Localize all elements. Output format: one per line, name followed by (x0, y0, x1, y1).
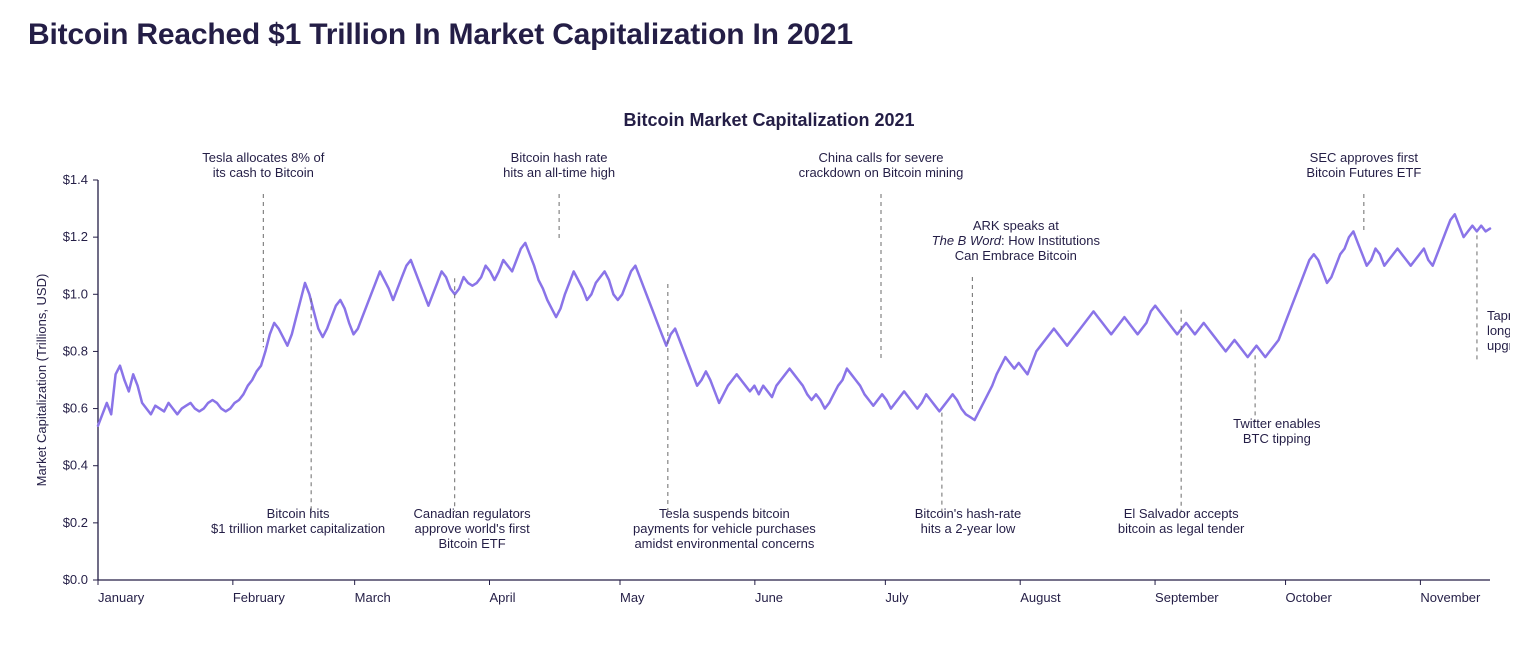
x-tick-label: February (233, 590, 286, 605)
page-title: Bitcoin Reached $1 Trillion In Market Ca… (28, 18, 853, 52)
y-tick-label: $0.8 (63, 343, 88, 358)
annotation: Bitcoin's hash-ratehits a 2-year low (915, 506, 1022, 536)
y-tick-label: $1.2 (63, 229, 88, 244)
annotation-text: Bitcoin's hash-rate (915, 506, 1022, 521)
annotation-text: amidst environmental concerns (634, 536, 814, 551)
market-cap-line (98, 214, 1490, 425)
annotation-text: SEC approves first (1310, 150, 1419, 165)
annotation-text: upgrade, activates (1487, 338, 1510, 353)
annotation: El Salvador acceptsbitcoin as legal tend… (1118, 506, 1245, 536)
annotation-text: long-anticipated (1487, 323, 1510, 338)
annotation-text: Taproot, Bitcoin's (1487, 308, 1510, 323)
annotation: Tesla suspends bitcoinpayments for vehic… (633, 506, 816, 551)
x-tick-label: April (490, 590, 516, 605)
annotation-text: hits an all-time high (503, 165, 615, 180)
line-chart: $0.0 $0.2 $0.4 $0.6 $0.8 $1.0 $1.2 $1.4 January F… (28, 150, 1510, 630)
annotation-text: Tesla suspends bitcoin (659, 506, 790, 521)
annotation-text: bitcoin as legal tender (1118, 521, 1245, 536)
x-tick-label: October (1286, 590, 1333, 605)
annotation: SEC approves firstBitcoin Futures ETF (1306, 150, 1421, 180)
y-tick-label: $0.2 (63, 515, 88, 530)
x-tick-label: March (355, 590, 391, 605)
annotation: Bitcoin hash ratehits an all-time high (503, 150, 615, 180)
annotation-text: Bitcoin Futures ETF (1306, 165, 1421, 180)
annotation-text: El Salvador accepts (1124, 506, 1239, 521)
annotation-text: Twitter enables (1233, 416, 1321, 431)
annotation-text: $1 trillion market capitalization (211, 521, 385, 536)
annotation-text: Can Embrace Bitcoin (955, 248, 1077, 263)
annotation-text: BTC tipping (1243, 431, 1311, 446)
annotation: Canadian regulatorsapprove world's first… (414, 506, 532, 551)
y-axis-label: Market Capitalization (Trillions, USD) (34, 274, 49, 487)
annotation-text: its cash to Bitcoin (213, 165, 314, 180)
annotation-text: ARK speaks at (973, 218, 1059, 233)
x-tick-label: July (885, 590, 909, 605)
chart-container: $0.0 $0.2 $0.4 $0.6 $0.8 $1.0 $1.2 $1.4 January F… (28, 150, 1510, 630)
annotation: Tesla allocates 8% ofits cash to Bitcoin (202, 150, 325, 180)
annotation-text: The B Word: How Institutions (932, 233, 1101, 248)
x-tick-label: May (620, 590, 645, 605)
x-tick-label: November (1420, 590, 1481, 605)
annotation-text: Canadian regulators (414, 506, 532, 521)
annotation-text: Bitcoin ETF (439, 536, 506, 551)
y-tick-label: $0.4 (63, 458, 88, 473)
annotation-text: payments for vehicle purchases (633, 521, 816, 536)
annotation-text: Bitcoin hits (267, 506, 330, 521)
annotation: Bitcoin hits$1 trillion market capitaliz… (211, 506, 385, 536)
annotation-text: hits a 2-year low (921, 521, 1016, 536)
x-tick-label: August (1020, 590, 1061, 605)
y-tick-label: $0.0 (63, 572, 88, 587)
x-tick-label: September (1155, 590, 1219, 605)
annotation: Twitter enablesBTC tipping (1233, 416, 1321, 446)
annotation-text: China calls for severe (819, 150, 944, 165)
annotation: ARK speaks atThe B Word: How Institution… (932, 218, 1101, 263)
annotation: Taproot, Bitcoin'slong-anticipatedupgrad… (1487, 308, 1510, 353)
y-tick-label: $0.6 (63, 401, 88, 416)
chart-title: Bitcoin Market Capitalization 2021 (0, 110, 1538, 131)
x-tick-label: June (755, 590, 783, 605)
annotation-text: Bitcoin hash rate (511, 150, 608, 165)
x-tick-label: January (98, 590, 145, 605)
y-tick-label: $1.4 (63, 172, 88, 187)
annotation: China calls for severecrackdown on Bitco… (799, 150, 964, 180)
annotation-text: crackdown on Bitcoin mining (799, 165, 964, 180)
y-tick-label: $1.0 (63, 286, 88, 301)
annotation-text: approve world's first (414, 521, 530, 536)
annotation-text: Tesla allocates 8% of (202, 150, 325, 165)
